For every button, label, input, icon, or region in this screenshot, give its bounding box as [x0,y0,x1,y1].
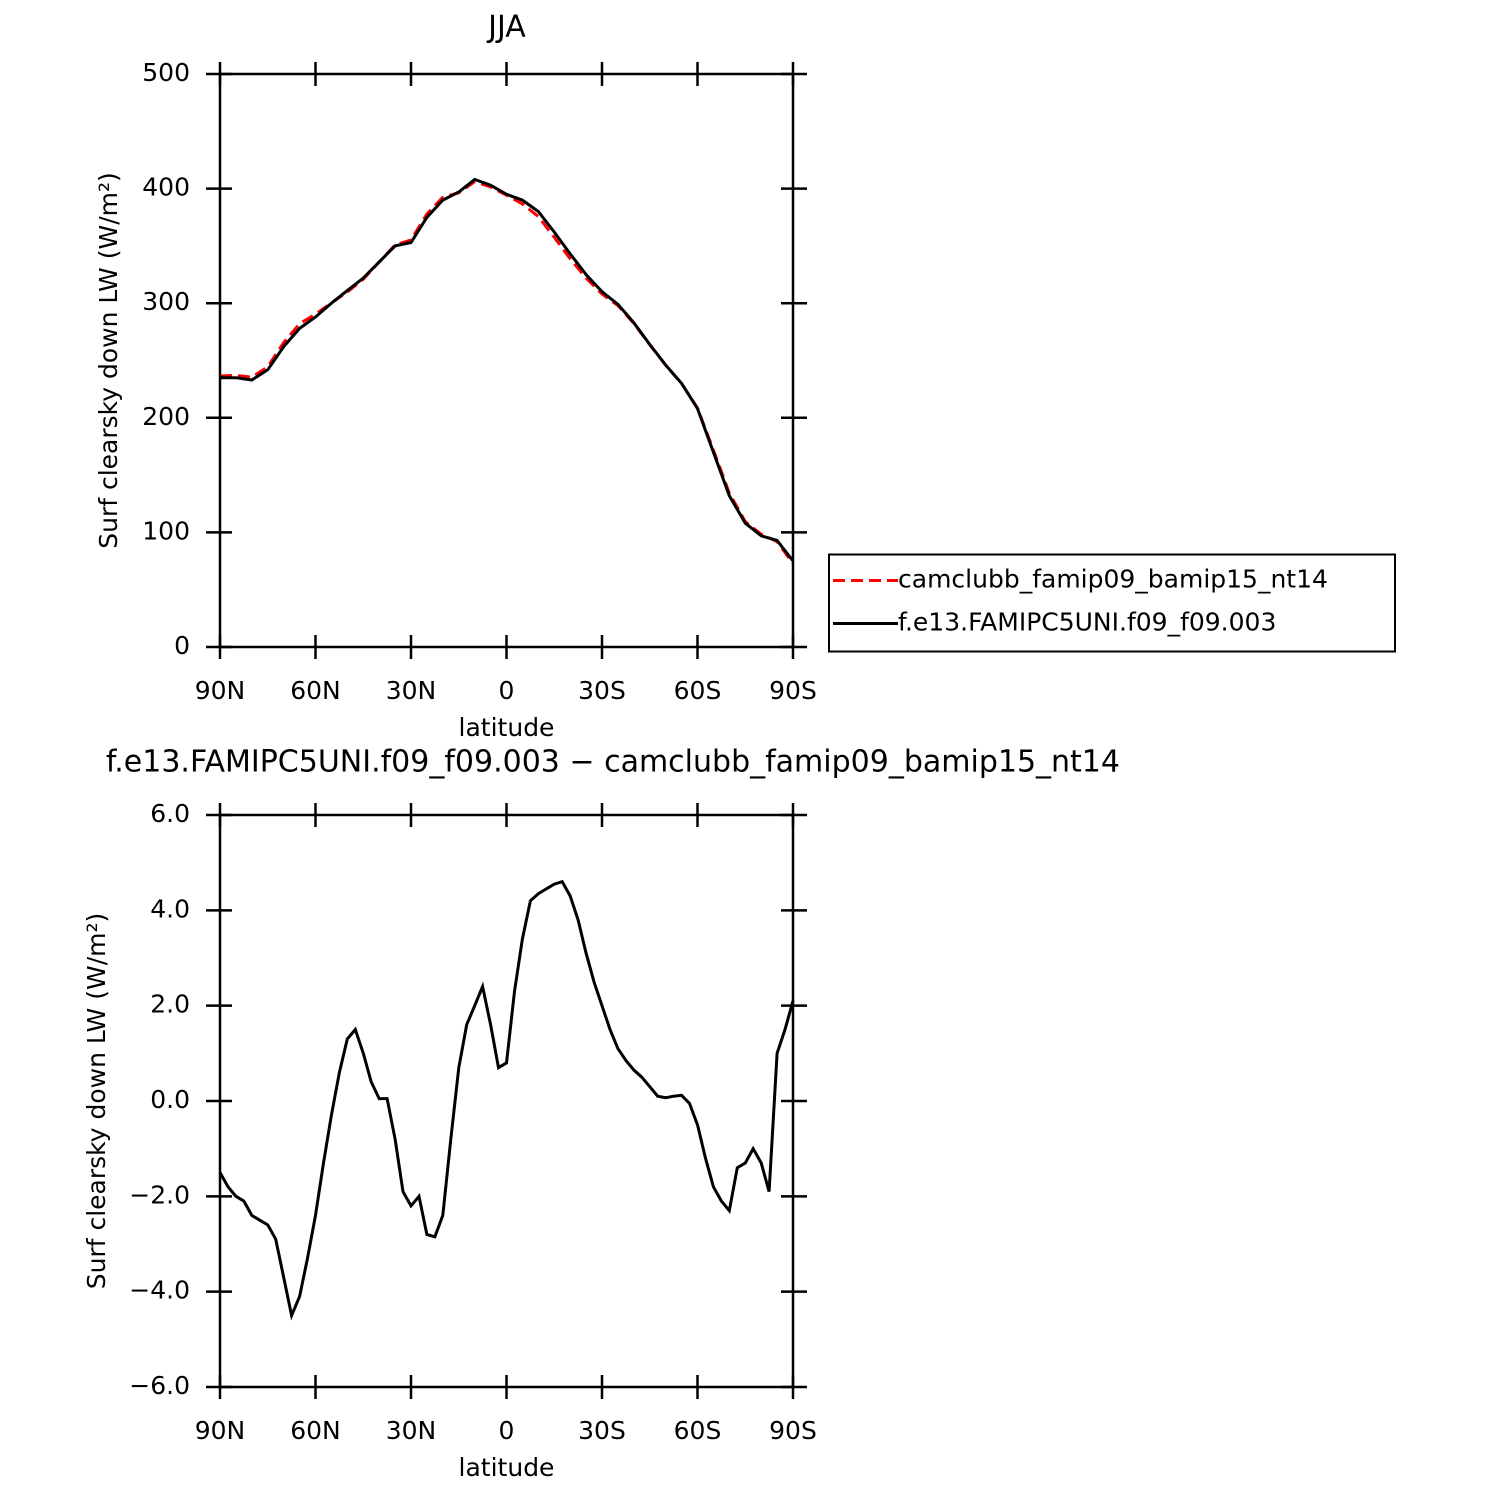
y-tick-label: 6.0 [150,799,190,828]
y-tick-label: 2.0 [150,990,190,1019]
x-tick-label: 0 [499,676,515,705]
plot-frame [218,72,795,649]
y-tick-label: 100 [142,516,190,545]
y-tick-label: −4.0 [129,1276,190,1305]
legend-box [828,553,1396,653]
x-tick-label: 60N [290,1416,341,1445]
x-axis-label: latitude [459,1453,555,1482]
x-tick-label: 30N [386,676,437,705]
y-tick-label: 4.0 [150,894,190,923]
x-axis-label: latitude [459,713,555,742]
x-tick-label: 90S [769,1416,817,1445]
x-tick-label: 30N [386,1416,437,1445]
x-tick-label: 0 [499,1416,515,1445]
y-axis-label: Surf clearsky down LW (W/m²) [94,172,123,549]
data-line [220,177,795,562]
x-tick-label: 90N [195,676,246,705]
x-tick-label: 30S [578,676,626,705]
chart-title: JJA [486,10,526,45]
y-tick-label: 500 [142,58,190,87]
x-tick-label: 60S [674,676,722,705]
x-tick-label: 90N [195,1416,246,1445]
x-tick-label: 60S [674,1416,722,1445]
y-tick-label: 200 [142,402,190,431]
y-tick-label: 300 [142,287,190,316]
x-tick-label: 90S [769,676,817,705]
y-tick-label: 0.0 [150,1085,190,1114]
y-tick-label: −2.0 [129,1180,190,1209]
x-tick-label: 30S [578,1416,626,1445]
y-tick-label: 400 [142,173,190,202]
data-line [218,879,795,1321]
y-axis-label: Surf clearsky down LW (W/m²) [82,913,111,1290]
chart-title: f.e13.FAMIPC5UNI.f09_f09.003 − camclubb_… [106,745,1120,780]
legend-label: f.e13.FAMIPC5UNI.f09_f09.003 [898,608,1276,637]
y-tick-label: −6.0 [129,1371,190,1400]
legend-label: camclubb_famip09_bamip15_nt14 [898,565,1328,594]
x-tick-label: 60N [290,676,341,705]
data-line [219,180,795,565]
plot-frame [218,813,795,1389]
y-tick-label: 0 [174,631,190,660]
